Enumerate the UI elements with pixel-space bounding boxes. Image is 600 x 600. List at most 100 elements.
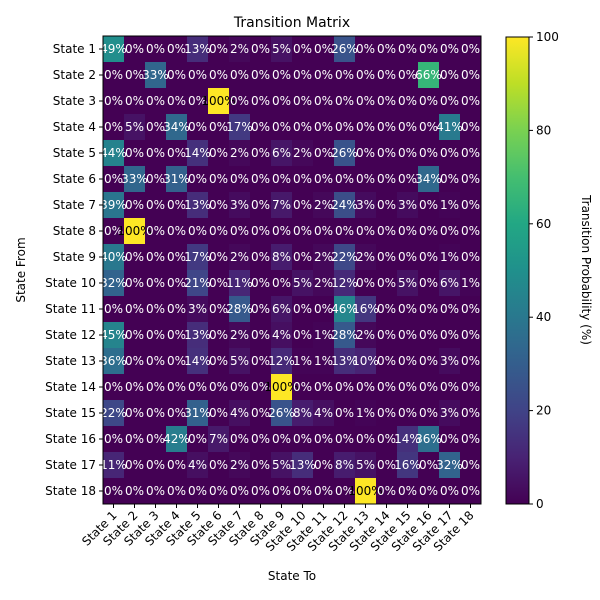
cell-value-label: 0% <box>377 224 396 238</box>
y-tick-label: State 11 <box>45 302 96 316</box>
cell-value-label: 0% <box>419 276 438 290</box>
heatmap-cell <box>103 348 125 375</box>
cell-value-label: 12% <box>268 354 295 368</box>
cell-value-label: 0% <box>314 432 333 446</box>
cell-value-label: 0% <box>335 94 354 108</box>
heatmap-cell <box>334 426 356 453</box>
cell-value-label: 0% <box>461 484 480 498</box>
heatmap-cell <box>376 218 398 245</box>
heatmap-cell <box>187 374 209 401</box>
cell-value-label: 0% <box>272 68 291 82</box>
heatmap-cell <box>313 348 335 375</box>
heatmap-cell <box>439 452 461 479</box>
cell-value-label: 5% <box>293 276 312 290</box>
heatmap-cell <box>229 114 251 141</box>
cell-value-label: 0% <box>272 484 291 498</box>
cell-value-label: 0% <box>419 250 438 264</box>
cell-value-label: 6% <box>440 276 459 290</box>
cell-value-label: 1% <box>440 250 459 264</box>
heatmap-cell <box>187 140 209 167</box>
heatmap-cell <box>145 166 167 193</box>
cell-value-label: 0% <box>272 172 291 186</box>
cell-value-label: 0% <box>230 432 249 446</box>
heatmap-cell <box>145 426 167 453</box>
cell-value-label: 0% <box>104 484 123 498</box>
y-tick-label: State 7 <box>53 198 96 212</box>
heatmap-cell <box>103 218 125 245</box>
heatmap-cell <box>145 296 167 323</box>
heatmap-cell <box>460 400 482 427</box>
heatmap-cell <box>250 114 272 141</box>
heatmap-cell <box>166 140 188 167</box>
cell-value-label: 0% <box>104 172 123 186</box>
cell-value-label: 0% <box>377 328 396 342</box>
cell-value-label: 5% <box>230 354 249 368</box>
cell-value-label: 0% <box>356 68 375 82</box>
heatmap-cell <box>292 400 314 427</box>
cell-value-label: 0% <box>251 406 270 420</box>
heatmap-cell <box>208 452 230 479</box>
heatmap-cell <box>187 36 209 63</box>
cell-value-label: 0% <box>146 120 165 134</box>
cell-value-label: 0% <box>209 42 228 56</box>
cell-value-label: 0% <box>188 432 207 446</box>
heatmap-cell <box>103 426 125 453</box>
cell-value-label: 0% <box>272 276 291 290</box>
cell-value-label: 0% <box>251 68 270 82</box>
heatmap-cell <box>292 114 314 141</box>
heatmap-cell <box>439 426 461 453</box>
cell-value-label: 0% <box>461 432 480 446</box>
cell-value-label: 0% <box>146 198 165 212</box>
heatmap-cell <box>460 140 482 167</box>
heatmap-cell <box>355 478 377 505</box>
heatmap-cell <box>250 296 272 323</box>
heatmap-cell <box>439 322 461 349</box>
cell-value-label: 0% <box>419 94 438 108</box>
cell-value-label: 14% <box>184 354 211 368</box>
cell-value-label: 100% <box>201 94 235 108</box>
heatmap-cell <box>271 88 293 115</box>
heatmap-cell <box>355 88 377 115</box>
heatmap-cell <box>313 36 335 63</box>
heatmap-cell <box>166 452 188 479</box>
cell-value-label: 0% <box>251 458 270 472</box>
cell-value-label: 0% <box>314 94 333 108</box>
cell-value-label: 0% <box>461 94 480 108</box>
cell-value-label: 0% <box>230 380 249 394</box>
heatmap-cell <box>292 348 314 375</box>
cell-value-label: 42% <box>163 432 190 446</box>
heatmap-cell <box>376 426 398 453</box>
heatmap-cell <box>229 36 251 63</box>
heatmap-cell <box>124 166 146 193</box>
heatmap-cell <box>250 88 272 115</box>
cell-value-label: 0% <box>461 354 480 368</box>
heatmap-cell <box>292 296 314 323</box>
heatmap-cell <box>376 374 398 401</box>
cell-value-label: 5% <box>125 120 144 134</box>
heatmap-cell <box>187 270 209 297</box>
cell-value-label: 0% <box>272 120 291 134</box>
cell-value-label: 0% <box>461 224 480 238</box>
heatmap-cell <box>250 244 272 271</box>
heatmap-cell <box>397 244 419 271</box>
heatmap-cell <box>460 192 482 219</box>
heatmap-cell <box>208 140 230 167</box>
cell-value-label: 16% <box>352 302 379 316</box>
heatmap-cell <box>145 192 167 219</box>
heatmap-cell <box>187 244 209 271</box>
heatmap-cell <box>208 296 230 323</box>
cell-value-label: 0% <box>146 172 165 186</box>
heatmap-cell <box>124 322 146 349</box>
heatmap-cell <box>397 166 419 193</box>
cell-value-label: 0% <box>356 432 375 446</box>
cell-value-label: 21% <box>184 276 211 290</box>
heatmap-cell <box>397 140 419 167</box>
colorbar <box>505 36 530 505</box>
heatmap-cell <box>292 478 314 505</box>
cell-value-label: 0% <box>356 42 375 56</box>
heatmap-cell <box>208 36 230 63</box>
heatmap-cell <box>124 192 146 219</box>
heatmap-cell <box>460 270 482 297</box>
cell-value-label: 0% <box>146 302 165 316</box>
cell-value-label: 8% <box>293 406 312 420</box>
